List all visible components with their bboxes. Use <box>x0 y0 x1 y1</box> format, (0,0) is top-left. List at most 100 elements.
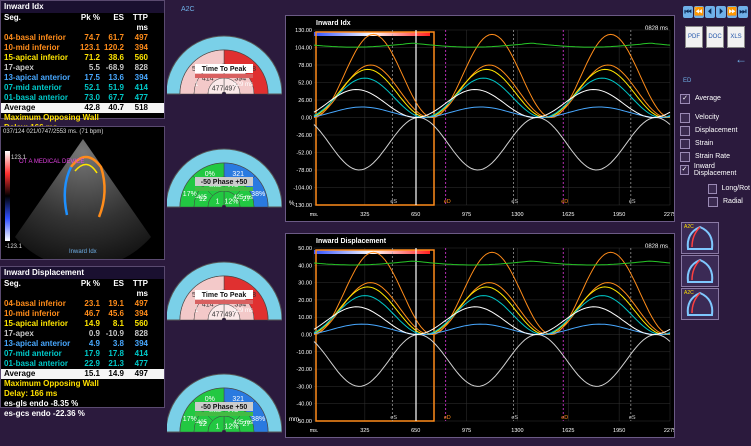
y-tick: -40.00 <box>296 402 312 408</box>
table-row: 15-apical inferior 14.9 8.1 560 <box>1 319 164 329</box>
series-line <box>313 68 671 119</box>
marker-label: eS <box>390 199 397 205</box>
y-tick: -130.00 <box>293 203 312 209</box>
cell-pk: 71.2 <box>84 53 100 62</box>
segment-value: 12 <box>199 421 207 428</box>
y-tick: 10.00 <box>298 315 312 321</box>
suboption-label: Radial <box>723 198 743 205</box>
color-scale <box>195 412 253 416</box>
segment-value: 17% <box>183 416 197 423</box>
playback-button-5-icon[interactable]: ⏭ <box>738 6 748 18</box>
view-tag: A2C <box>181 6 195 13</box>
ed-label: ED <box>683 78 692 84</box>
back-arrow-icon[interactable]: ← <box>735 52 747 66</box>
suboption-long-rot[interactable]: Long/Rot <box>708 182 750 195</box>
playback-button-4-icon[interactable]: ⏩ <box>727 6 737 18</box>
cell-ttp: 394 <box>134 339 148 348</box>
export-xls-icon[interactable]: XLS <box>727 26 745 48</box>
playback-button-3-icon[interactable]: ⏵ <box>716 6 726 18</box>
x-tick: 975 <box>462 428 471 434</box>
view-thumbnail[interactable] <box>681 255 719 287</box>
col-ttp: TTP ms <box>132 279 148 298</box>
col-seg: Seg. <box>4 13 21 22</box>
option-label: Inward Displacement <box>693 162 737 177</box>
x-tick: ms. <box>310 212 319 218</box>
series-line <box>313 323 671 335</box>
band-label: Time To Peak <box>202 292 247 299</box>
cell-seg: 01-basal anterior <box>4 93 69 102</box>
series-line <box>313 295 671 336</box>
series-line <box>313 116 671 171</box>
playback-button-2-icon[interactable]: ⏴ <box>705 6 715 18</box>
inward-idx-title: Inward Idx <box>1 1 164 13</box>
cell-seg: 10-mid inferior <box>4 309 60 318</box>
option-velocity[interactable]: Velocity <box>680 111 750 124</box>
x-tick: 650 <box>411 212 420 218</box>
view-thumbnail[interactable]: A2C <box>681 288 719 320</box>
echo-image[interactable]: 037/124 021/0747/2553 ms. (71 bpm) OT A … <box>0 126 165 260</box>
thumbnail-label: A2C <box>684 224 694 230</box>
table-row: 04-basal inferior 23.1 19.1 497 <box>1 299 164 309</box>
band-min: -425 <box>195 195 208 201</box>
inward-disp-title: Inward Displacement <box>1 267 164 279</box>
x-tick: ms. <box>310 428 319 434</box>
y-tick: 0.00 <box>301 116 312 122</box>
y-tick: -26.00 <box>296 133 312 139</box>
series-line <box>313 286 671 336</box>
option-displacement[interactable]: Displacement <box>680 124 750 137</box>
export-doc-icon[interactable]: DOC <box>706 26 724 48</box>
suboption-label: Long/Rot <box>721 185 750 192</box>
cell-es: -68.9 <box>105 63 124 72</box>
marker-label: eS <box>511 415 518 421</box>
playback-controls: ⏮ ⏪ ⏴ ⏵ ⏩ ⏭ <box>683 6 749 20</box>
segment-value: 477 <box>212 86 224 93</box>
unit-label: mm <box>289 417 299 423</box>
y-tick: 130.00 <box>295 28 312 34</box>
cycle-selection[interactable] <box>315 249 435 422</box>
average-checkbox[interactable]: ✓ Average <box>680 92 750 105</box>
option-label: Strain <box>695 140 714 147</box>
delay-note: Delay: 166 ms <box>4 389 58 398</box>
y-tick: -52.00 <box>296 151 312 157</box>
cell-pk: 17.9 <box>84 349 100 358</box>
option-strain[interactable]: Strain <box>680 137 750 150</box>
x-tick: 975 <box>462 212 471 218</box>
unit-label: % <box>289 201 295 207</box>
segment <box>207 190 225 208</box>
option-strain-rate[interactable]: Strain Rate <box>680 150 750 163</box>
plot-inward-idx[interactable]: Inward Idx 0828 ms% 130.00 104.00 78.00 52.00… <box>285 15 676 222</box>
cycle-selection[interactable] <box>315 31 435 206</box>
marker-label: eS <box>629 415 636 421</box>
cell-es: 19.1 <box>108 299 124 308</box>
cell-pk: 52.1 <box>84 83 100 92</box>
suboption-radial[interactable]: Radial <box>708 195 750 208</box>
frame-time: 0828 ms <box>645 244 668 250</box>
segment <box>207 77 225 95</box>
band-min: 1 <box>195 308 199 314</box>
gcs-value: es-gcs endo -22.36 % <box>4 409 85 418</box>
cell-es: 61.7 <box>108 33 124 42</box>
view-thumbnail[interactable]: A2C <box>681 222 719 254</box>
band-max: 829 ms <box>233 82 253 88</box>
segment-value: 321 <box>232 171 244 178</box>
band-label: Time To Peak <box>202 66 247 73</box>
legend-band <box>195 64 253 73</box>
playback-button-0-icon[interactable]: ⏮ <box>683 6 693 18</box>
cell-ttp: 560 <box>134 53 148 62</box>
table-row: 13-apical anterior 17.5 13.6 394 <box>1 73 164 83</box>
table-row: 04-basal inferior 74.7 61.7 497 <box>1 33 164 43</box>
table-row: 10-mid inferior 123.1 120.2 394 <box>1 43 164 53</box>
table-row: 13-apical anterior 4.9 3.8 394 <box>1 339 164 349</box>
export-pdf-icon[interactable]: PDF <box>685 26 703 48</box>
marker-label: eD <box>444 199 451 205</box>
option-label: Displacement <box>695 127 738 134</box>
option-inward-displacement[interactable]: ✓ Inward Displacement <box>680 162 750 177</box>
series-line <box>313 88 671 119</box>
y-tick: -50.00 <box>296 419 312 425</box>
plot-inward-displacement[interactable]: Inward Displacement 0828 ms mm 50.00 40.00 30… <box>285 233 676 438</box>
playback-button-1-icon[interactable]: ⏪ <box>694 6 704 18</box>
